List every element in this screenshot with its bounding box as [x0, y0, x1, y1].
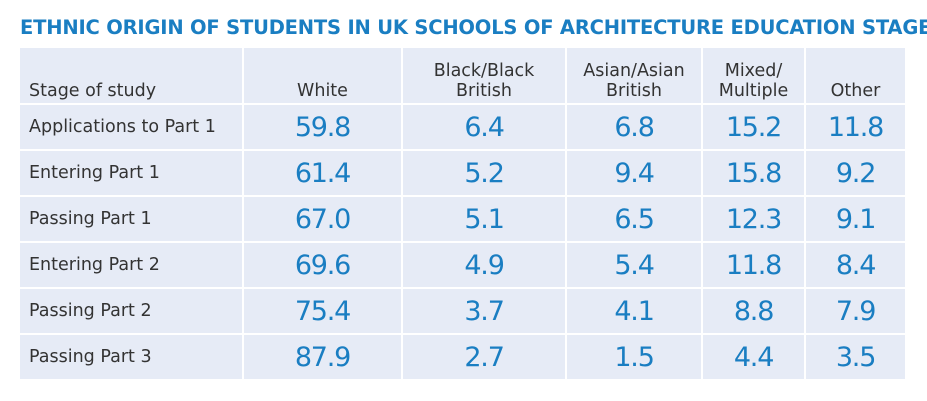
table-row: Applications to Part 1 59.8 6.4 6.8 15.2… — [20, 105, 905, 151]
column-header-asian-british: Asian/Asian British — [567, 48, 703, 105]
column-header-line: Multiple — [718, 81, 789, 101]
cell-value: 9.2 — [806, 151, 905, 197]
row-label: Passing Part 2 — [20, 289, 244, 335]
cell-value: 8.4 — [806, 243, 905, 289]
chart-title: ETHNIC ORIGIN OF STUDENTS IN UK SCHOOLS … — [20, 16, 927, 39]
cell-value: 9.1 — [806, 197, 905, 243]
cell-value: 5.4 — [567, 243, 703, 289]
cell-value: 69.6 — [244, 243, 403, 289]
row-label: Entering Part 2 — [20, 243, 244, 289]
column-header-line: British — [606, 81, 662, 101]
column-header-mixed-multiple: Mixed/ Multiple — [703, 48, 806, 105]
table-row: Entering Part 2 69.6 4.9 5.4 11.8 8.4 — [20, 243, 905, 289]
column-header-line: Black/Black — [433, 61, 535, 81]
cell-value: 6.4 — [403, 105, 567, 151]
column-header-white: White — [244, 48, 403, 105]
column-header-line: White — [297, 81, 348, 101]
cell-value: 61.4 — [244, 151, 403, 197]
data-table: Stage of study White Black/Black British… — [20, 48, 905, 379]
column-header-line: Mixed/ — [724, 61, 783, 81]
cell-value: 3.7 — [403, 289, 567, 335]
cell-value: 15.8 — [703, 151, 806, 197]
cell-value: 11.8 — [806, 105, 905, 151]
cell-value: 87.9 — [244, 335, 403, 379]
table-row: Entering Part 1 61.4 5.2 9.4 15.8 9.2 — [20, 151, 905, 197]
cell-value: 6.5 — [567, 197, 703, 243]
row-label: Applications to Part 1 — [20, 105, 244, 151]
cell-value: 7.9 — [806, 289, 905, 335]
row-label: Passing Part 1 — [20, 197, 244, 243]
column-header-black-british: Black/Black British — [403, 48, 567, 105]
cell-value: 3.5 — [806, 335, 905, 379]
cell-value: 9.4 — [567, 151, 703, 197]
cell-value: 4.4 — [703, 335, 806, 379]
table-row: Passing Part 1 67.0 5.1 6.5 12.3 9.1 — [20, 197, 905, 243]
cell-value: 4.1 — [567, 289, 703, 335]
column-header-other: Other — [806, 48, 905, 105]
table-row: Passing Part 3 87.9 2.7 1.5 4.4 3.5 — [20, 335, 905, 379]
cell-value: 12.3 — [703, 197, 806, 243]
cell-value: 75.4 — [244, 289, 403, 335]
cell-value: 11.8 — [703, 243, 806, 289]
cell-value: 15.2 — [703, 105, 806, 151]
cell-value: 5.1 — [403, 197, 567, 243]
cell-value: 5.2 — [403, 151, 567, 197]
table-row: Passing Part 2 75.4 3.7 4.1 8.8 7.9 — [20, 289, 905, 335]
column-header-line: Other — [830, 81, 881, 101]
row-label: Entering Part 1 — [20, 151, 244, 197]
cell-value: 67.0 — [244, 197, 403, 243]
cell-value: 6.8 — [567, 105, 703, 151]
cell-value: 59.8 — [244, 105, 403, 151]
column-header-line: Asian/Asian — [583, 61, 685, 81]
cell-value: 2.7 — [403, 335, 567, 379]
cell-value: 4.9 — [403, 243, 567, 289]
row-label: Passing Part 3 — [20, 335, 244, 379]
cell-value: 8.8 — [703, 289, 806, 335]
column-header-line: British — [456, 81, 512, 101]
cell-value: 1.5 — [567, 335, 703, 379]
header-row: Stage of study White Black/Black British… — [20, 48, 905, 105]
column-header-stage: Stage of study — [20, 48, 244, 105]
